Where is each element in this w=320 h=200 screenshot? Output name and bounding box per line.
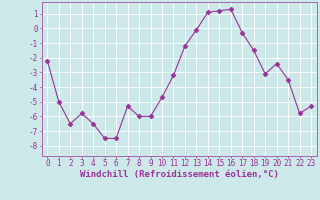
X-axis label: Windchill (Refroidissement éolien,°C): Windchill (Refroidissement éolien,°C) <box>80 170 279 179</box>
